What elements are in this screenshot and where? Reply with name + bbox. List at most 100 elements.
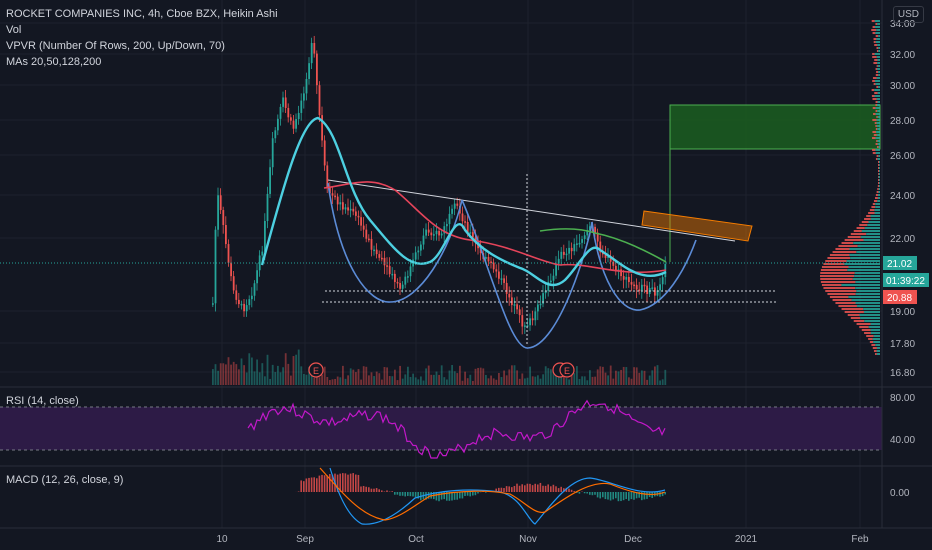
candle-body (329, 187, 331, 194)
main-pane[interactable] (0, 0, 882, 386)
candle-body (248, 299, 251, 306)
volume-bar (472, 380, 474, 385)
vpvr-bar-up (878, 173, 880, 175)
ma-indicator-label[interactable]: MAs 20,50,128,200 (6, 56, 102, 68)
vpvr-bar-up (856, 290, 880, 292)
volume-bar (266, 354, 269, 385)
candle-body (539, 303, 542, 306)
volume-bar (492, 378, 495, 385)
candle-body (394, 273, 396, 282)
macd-bar (599, 492, 601, 499)
candle-body (485, 256, 487, 259)
candle-body (443, 226, 446, 234)
vpvr-indicator-label[interactable]: VPVR (Number Of Rows, 200, Up/Down, 70) (6, 40, 225, 52)
vpvr-bar-up (877, 116, 880, 118)
vpvr-bar-down (874, 92, 878, 94)
volume-bar (323, 366, 326, 385)
vpvr-bar-up (866, 233, 880, 235)
volume-bar (498, 372, 500, 385)
resistance-zone[interactable] (641, 210, 753, 242)
candle-body (542, 293, 544, 304)
candle-body (245, 305, 248, 312)
candle-body (342, 202, 344, 210)
volume-bar (570, 374, 573, 385)
candle-body (490, 261, 492, 263)
candle-body (544, 291, 547, 294)
macd-bar (604, 492, 607, 500)
cup-right[interactable] (591, 221, 697, 311)
candle-body (227, 244, 230, 263)
vpvr-bar-up (855, 302, 880, 304)
vpvr-bar-up (878, 176, 880, 178)
volume-bar (365, 366, 368, 385)
vpvr-bar-down (874, 353, 877, 355)
candle-body (355, 211, 357, 216)
earnings-marker-2[interactable]: E (552, 362, 575, 378)
candle-body (264, 221, 266, 252)
volume-bar (503, 370, 505, 385)
volume-bar (316, 372, 318, 385)
macd-bar (451, 492, 453, 501)
volume-bar (654, 366, 656, 385)
candle-body (586, 230, 589, 236)
candlesticks (212, 35, 667, 335)
macd-bar (643, 492, 646, 500)
vpvr-bar-up (853, 242, 880, 244)
volume-bar (321, 374, 323, 385)
volume-bar (453, 371, 456, 385)
macd-bar (526, 483, 529, 492)
vpvr-bar-up (846, 260, 880, 262)
vpvr-bar-up (868, 221, 880, 223)
candle-body (570, 247, 573, 252)
vpvr-bar-up (875, 41, 880, 43)
volume-bar (243, 365, 245, 385)
rsi-pane-label[interactable]: RSI (14, close) (6, 395, 79, 407)
candle-body (547, 281, 550, 292)
rsi-line (247, 399, 666, 459)
target-zone[interactable] (669, 104, 881, 150)
vpvr-bar-down (877, 185, 880, 187)
candle-body (440, 233, 443, 236)
volume-indicator-label[interactable]: Vol (6, 24, 22, 36)
candle-body (251, 295, 253, 300)
earnings-marker-1[interactable]: E (308, 362, 324, 378)
vpvr-bar-down (878, 164, 880, 166)
macd-bar (329, 474, 331, 492)
macd-bar (664, 492, 666, 495)
price-axis[interactable]: 34.00 32.00 30.00 28.00 26.00 24.00 22.00 19.00… (890, 19, 915, 379)
vpvr-bar-up (879, 161, 880, 163)
volume-bar (344, 378, 347, 385)
vpvr-bar-up (875, 137, 880, 139)
macd-bar (466, 492, 469, 496)
time-axis[interactable]: 10 Sep Oct Nov Dec 2021 Feb (216, 534, 869, 545)
vpvr-bar-up (876, 131, 880, 133)
volume-bar (656, 365, 659, 385)
vpvr-bar-up (878, 47, 880, 49)
macd-bar (508, 486, 510, 492)
vpvr-bar-up (876, 134, 880, 136)
vpvr-bar-down (877, 188, 879, 190)
price-tick: 28.00 (890, 116, 915, 127)
currency-button[interactable]: USD (892, 6, 924, 23)
cup-left[interactable] (327, 182, 463, 303)
vpvr-bar-up (877, 143, 880, 145)
volume-bar (620, 369, 622, 385)
volume-bar (635, 367, 638, 385)
volume-bar (461, 380, 464, 385)
candle-body (310, 43, 313, 64)
candle-body (461, 213, 464, 222)
volume-bar (524, 378, 526, 385)
vpvr-bar-up (857, 245, 880, 247)
candle-body (659, 284, 661, 291)
candle-body (448, 213, 451, 225)
vpvr-bar-down (872, 80, 875, 82)
volume-bar (256, 359, 258, 385)
macd-pane-label[interactable]: MACD (12, 26, close, 9) (6, 474, 124, 486)
candle-body (222, 210, 225, 226)
vpvr-bar-down (871, 89, 875, 91)
chart-title[interactable]: ROCKET COMPANIES INC, 4h, Cboe BZX, Heik… (6, 8, 278, 20)
macd-bar (539, 482, 542, 492)
vpvr-bar-up (863, 239, 880, 241)
